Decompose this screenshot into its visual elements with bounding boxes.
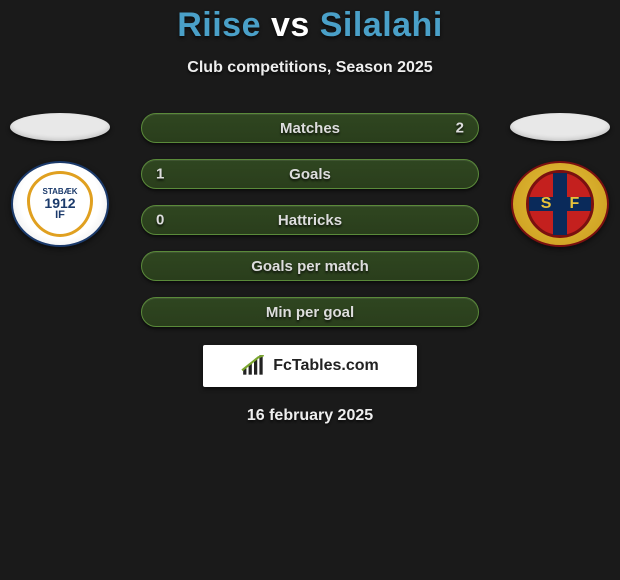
- brand-text: FcTables.com: [273, 357, 379, 375]
- club-crest-left: STABÆK 1912 IF: [11, 161, 109, 247]
- brand-box: FcTables.com: [203, 345, 417, 387]
- comparison-title: Riise vs Silalahi: [0, 0, 620, 45]
- stat-row-min-per-goal: Min per goal: [141, 297, 479, 327]
- crest-left-line2: 1912: [44, 196, 75, 210]
- stat-left-value: 1: [156, 166, 164, 183]
- stat-right-value: 2: [456, 120, 464, 137]
- crest-right-letter-f: F: [569, 195, 579, 213]
- bar-chart-icon: [241, 355, 267, 377]
- stat-row-hattricks: 0 Hattricks: [141, 205, 479, 235]
- player1-name: Riise: [177, 6, 261, 44]
- player2-photo-placeholder: [510, 113, 610, 141]
- stat-label: Goals per match: [251, 258, 369, 275]
- player2-name: Silalahi: [320, 6, 443, 44]
- stat-label: Matches: [280, 120, 340, 137]
- stat-label: Goals: [289, 166, 331, 183]
- right-column: S F: [500, 113, 620, 247]
- stat-row-goals: 1 Goals: [141, 159, 479, 189]
- stat-row-matches: Matches 2: [141, 113, 479, 143]
- subtitle: Club competitions, Season 2025: [0, 59, 620, 77]
- stat-label: Hattricks: [278, 212, 342, 229]
- crest-left-line3: IF: [55, 210, 65, 221]
- player1-photo-placeholder: [10, 113, 110, 141]
- stat-label: Min per goal: [266, 304, 354, 321]
- comparison-container: STABÆK 1912 IF S F Matches 2 1 Goals: [0, 113, 620, 425]
- stat-left-value: 0: [156, 212, 164, 229]
- crest-right-letter-s: S: [541, 195, 552, 213]
- stat-rows: Matches 2 1 Goals 0 Hattricks Goals per …: [141, 113, 479, 327]
- vs-text: vs: [271, 6, 310, 44]
- stat-row-goals-per-match: Goals per match: [141, 251, 479, 281]
- generation-date: 16 february 2025: [0, 407, 620, 425]
- left-column: STABÆK 1912 IF: [0, 113, 120, 247]
- crest-left-inner: STABÆK 1912 IF: [27, 171, 93, 237]
- club-crest-right: S F: [511, 161, 609, 247]
- crest-right-inner: S F: [526, 170, 594, 238]
